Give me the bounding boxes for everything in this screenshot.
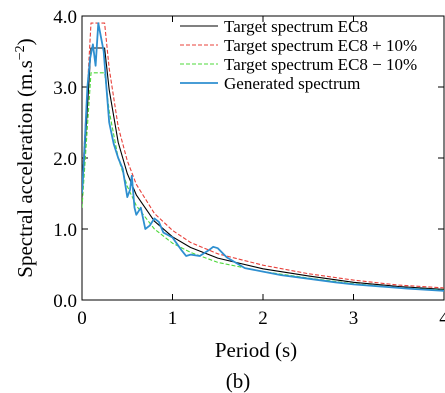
y-axis-label-close: ) bbox=[13, 38, 37, 45]
series-line-3 bbox=[82, 72, 444, 291]
x-tick-label: 0 bbox=[77, 308, 87, 329]
axis-ticks bbox=[81, 15, 445, 301]
y-axis-label: Spectral acceleration (m.s−2) bbox=[13, 38, 37, 277]
legend-label-1: Target spectrum EC8 bbox=[224, 17, 368, 36]
figure-caption: (b) bbox=[226, 369, 251, 393]
y-tick-labels: 0.0 1.0 2.0 3.0 4.0 bbox=[53, 7, 77, 312]
legend-label-2: Target spectrum EC8 + 10% bbox=[224, 36, 417, 55]
x-tick-label: 3 bbox=[349, 308, 359, 329]
series-line-4 bbox=[82, 22, 444, 292]
x-axis-label: Period (s) bbox=[215, 338, 297, 362]
y-axis-label-main: Spectral acceleration (m.s bbox=[13, 60, 37, 277]
legend-label-4: Generated spectrum bbox=[224, 74, 360, 93]
y-tick-label: 0.0 bbox=[53, 291, 77, 312]
x-tick-label: 4 bbox=[439, 308, 445, 329]
legend-label-3: Target spectrum EC8 − 10% bbox=[224, 55, 417, 74]
x-tick-label: 2 bbox=[258, 308, 268, 329]
y-tick-label: 1.0 bbox=[53, 220, 77, 241]
y-tick-label: 3.0 bbox=[53, 78, 77, 99]
series-line-2 bbox=[82, 22, 444, 289]
y-tick-label: 2.0 bbox=[53, 149, 77, 170]
x-tick-label: 1 bbox=[168, 308, 178, 329]
x-tick-labels: 0 1 2 3 4 bbox=[77, 308, 445, 329]
series-line-1 bbox=[82, 47, 444, 290]
series-layer bbox=[82, 22, 444, 292]
y-axis-label-superscript: −2 bbox=[13, 45, 28, 60]
y-tick-label: 4.0 bbox=[53, 7, 77, 28]
